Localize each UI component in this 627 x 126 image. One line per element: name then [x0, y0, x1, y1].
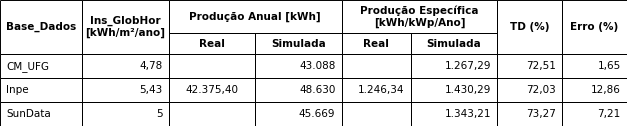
Text: TD (%): TD (%): [510, 22, 549, 32]
Text: Ins_GlobHor
[kWh/m²/ano]: Ins_GlobHor [kWh/m²/ano]: [85, 16, 166, 38]
Bar: [82, 102, 169, 126]
Bar: [411, 54, 497, 78]
Text: 1,65: 1,65: [598, 61, 621, 71]
Text: 4,78: 4,78: [139, 61, 162, 71]
Text: Erro (%): Erro (%): [571, 22, 619, 32]
Bar: [411, 78, 497, 102]
Bar: [255, 33, 342, 54]
Bar: [0, 0, 82, 54]
Bar: [0, 54, 82, 78]
Text: Real: Real: [199, 39, 225, 49]
Text: Simulada: Simulada: [271, 39, 326, 49]
Bar: [82, 54, 169, 78]
Bar: [169, 33, 255, 54]
Text: Simulada: Simulada: [426, 39, 482, 49]
Text: 1.246,34: 1.246,34: [358, 85, 404, 95]
Text: 73,27: 73,27: [526, 109, 556, 119]
Bar: [0, 78, 82, 102]
Bar: [562, 102, 627, 126]
Text: CM_UFG: CM_UFG: [6, 61, 50, 72]
Bar: [169, 0, 342, 33]
Text: Produção Anual [kWh]: Produção Anual [kWh]: [189, 11, 321, 22]
Text: 43.088: 43.088: [299, 61, 335, 71]
Text: Real: Real: [363, 39, 389, 49]
Bar: [497, 54, 562, 78]
Bar: [411, 102, 497, 126]
Text: 12,86: 12,86: [591, 85, 621, 95]
Text: 5: 5: [155, 109, 162, 119]
Text: 7,21: 7,21: [598, 109, 621, 119]
Bar: [255, 54, 342, 78]
Bar: [342, 54, 411, 126]
Text: 1.343,21: 1.343,21: [445, 109, 491, 119]
Text: 72,03: 72,03: [526, 85, 556, 95]
Text: 42.375,40: 42.375,40: [186, 85, 238, 95]
Bar: [169, 54, 255, 126]
Bar: [82, 78, 169, 102]
Bar: [342, 0, 497, 33]
Text: Base_Dados: Base_Dados: [6, 22, 76, 32]
Bar: [411, 33, 497, 54]
Bar: [562, 78, 627, 102]
Text: 5,43: 5,43: [139, 85, 162, 95]
Bar: [497, 78, 562, 102]
Bar: [562, 0, 627, 54]
Bar: [82, 0, 169, 54]
Text: 48.630: 48.630: [299, 85, 335, 95]
Text: Produção Específica
[kWh/kWp/Ano]: Produção Específica [kWh/kWp/Ano]: [360, 5, 478, 28]
Text: SunData: SunData: [6, 109, 51, 119]
Bar: [497, 0, 562, 54]
Bar: [255, 102, 342, 126]
Bar: [342, 33, 411, 54]
Text: Inpe: Inpe: [6, 85, 29, 95]
Bar: [562, 54, 627, 78]
Text: 45.669: 45.669: [299, 109, 335, 119]
Text: 1.430,29: 1.430,29: [445, 85, 491, 95]
Bar: [497, 102, 562, 126]
Text: 1.267,29: 1.267,29: [445, 61, 491, 71]
Bar: [255, 78, 342, 102]
Bar: [0, 102, 82, 126]
Text: 72,51: 72,51: [526, 61, 556, 71]
